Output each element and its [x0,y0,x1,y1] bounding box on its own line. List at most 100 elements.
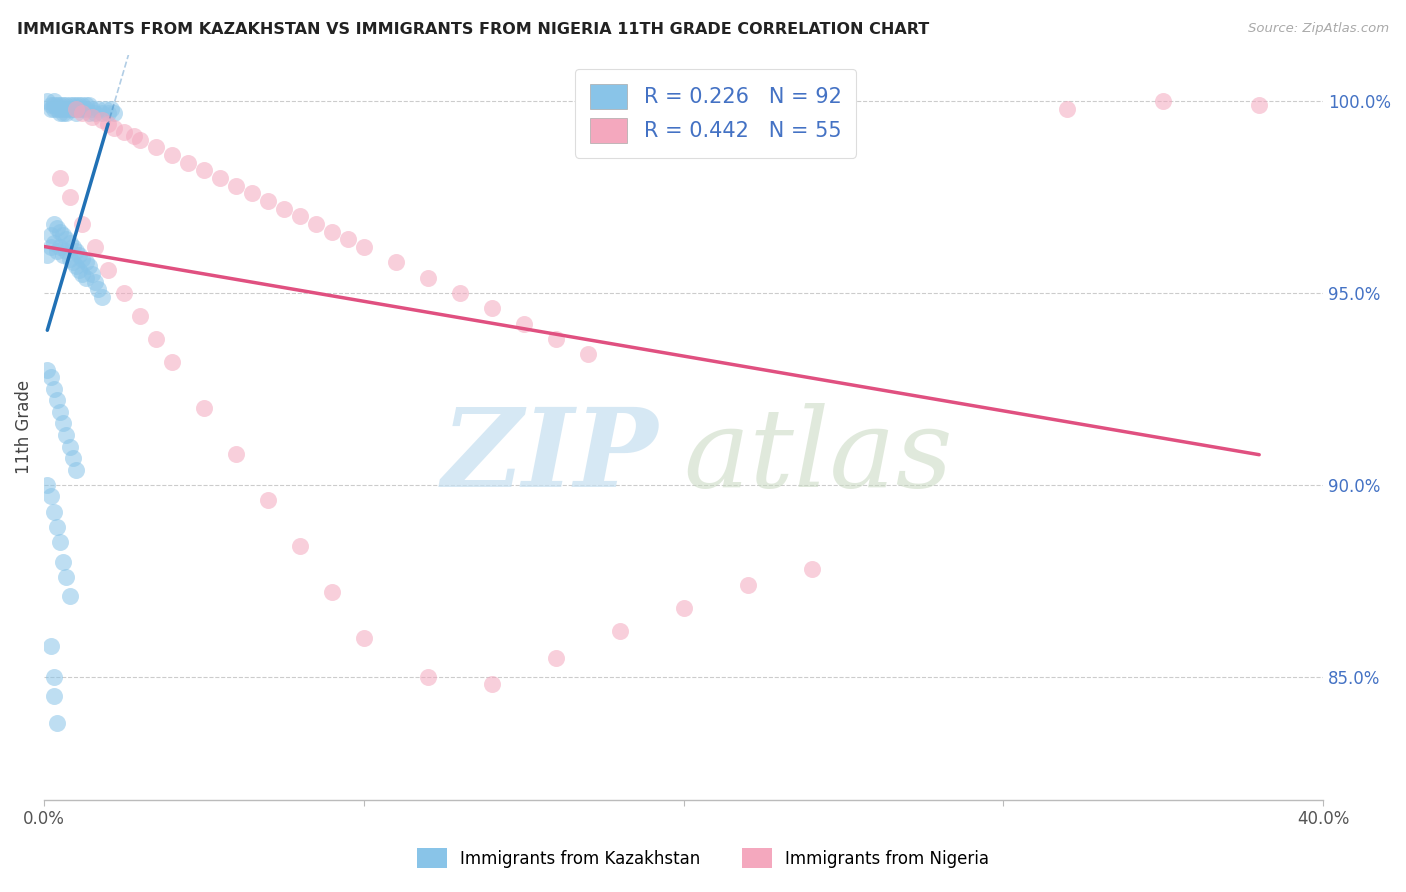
Point [65,244,87,258]
Point [67,247,90,261]
Point [1152,94,1174,108]
Point [416,270,439,285]
Point [80,110,103,124]
Point [513,317,536,331]
Point [55,244,77,258]
Point [62,450,84,465]
Point [112,125,135,139]
Point [42,94,65,108]
Point [59,102,82,116]
Point [145,332,167,346]
Point [103,121,125,136]
Point [72,98,94,112]
Point [177,155,200,169]
Point [90,105,112,120]
Point [225,178,247,193]
Point [49,405,72,419]
Point [160,355,183,369]
Point [321,225,343,239]
Point [1056,102,1078,116]
Point [37,363,59,377]
Point [65,105,87,120]
Point [576,347,599,361]
Legend: R = 0.226   N = 92, R = 0.442   N = 55: R = 0.226 N = 92, R = 0.442 N = 55 [575,70,856,158]
Point [112,286,135,301]
Point [62,102,84,116]
Point [59,589,82,603]
Point [45,244,67,258]
Point [72,102,94,116]
Point [77,259,100,273]
Point [37,247,59,261]
Point [87,282,110,296]
Point [84,105,107,120]
Point [257,194,280,208]
Point [90,290,112,304]
Point [52,98,75,112]
Point [42,236,65,251]
Point [672,600,695,615]
Point [37,94,59,108]
Point [193,163,215,178]
Point [62,98,84,112]
Point [59,98,82,112]
Point [52,417,75,431]
Point [90,113,112,128]
Point [122,128,145,143]
Point [84,275,107,289]
Point [67,263,90,277]
Point [42,689,65,703]
Point [55,428,77,442]
Point [42,382,65,396]
Point [257,493,280,508]
Point [97,105,120,120]
Point [62,240,84,254]
Point [103,105,125,120]
Point [72,267,94,281]
Point [52,247,75,261]
Point [80,267,103,281]
Point [49,102,72,116]
Point [59,440,82,454]
Point [65,98,87,112]
Point [75,270,97,285]
Point [45,102,67,116]
Point [65,259,87,273]
Point [67,102,90,116]
Point [39,370,62,384]
Point [55,232,77,246]
Point [72,252,94,266]
Point [544,650,567,665]
Point [42,505,65,519]
Point [225,447,247,461]
Point [193,401,215,416]
Point [42,98,65,112]
Point [609,624,631,638]
Point [1249,98,1271,112]
Point [416,670,439,684]
Point [544,332,567,346]
Point [49,240,72,254]
Point [49,535,72,549]
Point [42,217,65,231]
Point [75,102,97,116]
Point [45,98,67,112]
Point [77,98,100,112]
Point [55,98,77,112]
Point [49,225,72,239]
Point [65,102,87,116]
Point [45,715,67,730]
Point [321,585,343,599]
Point [129,309,152,323]
Point [273,202,295,216]
Point [481,301,503,316]
Point [160,148,183,162]
Point [129,132,152,146]
Point [75,98,97,112]
Point [87,102,110,116]
Point [52,105,75,120]
Point [449,286,471,301]
Text: IMMIGRANTS FROM KAZAKHSTAN VS IMMIGRANTS FROM NIGERIA 11TH GRADE CORRELATION CHA: IMMIGRANTS FROM KAZAKHSTAN VS IMMIGRANTS… [17,22,929,37]
Point [208,170,231,185]
Point [42,102,65,116]
